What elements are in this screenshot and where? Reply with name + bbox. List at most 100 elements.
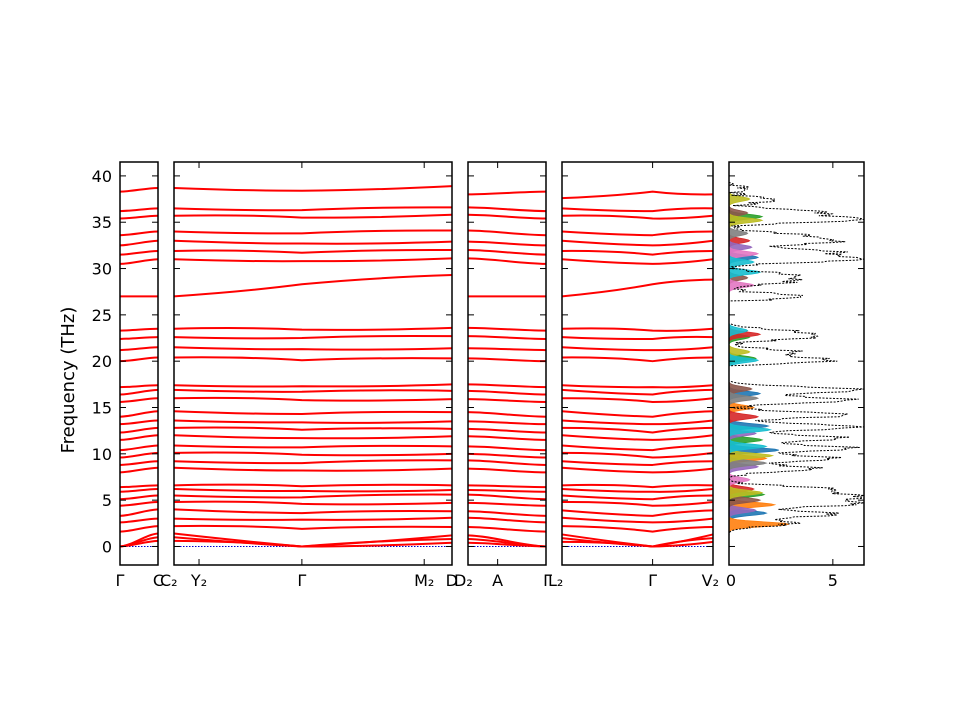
x-tick-label: C [153, 571, 164, 590]
band-line [173, 532, 453, 548]
y-tick-label: 20 [92, 352, 112, 371]
panel-frame [561, 161, 714, 566]
band-line [173, 239, 453, 245]
x-tick-label: Γ [648, 571, 657, 590]
band-line [173, 466, 453, 472]
band-panel-p4: L₂ Γ V₂ [548, 161, 719, 590]
band-line [561, 516, 714, 524]
x-tick-label: Γ [543, 571, 552, 590]
band-line [561, 466, 714, 474]
x-tick-label: M₂ [414, 571, 434, 590]
x-tick-label: Γ [297, 571, 306, 590]
dos-total-line [728, 176, 865, 547]
band-line [467, 398, 547, 403]
band-line [467, 229, 547, 237]
band-line [467, 534, 547, 548]
band-line [119, 336, 159, 340]
band-line [561, 356, 714, 363]
band-line [119, 327, 159, 332]
band-line [467, 488, 547, 493]
band-line [561, 525, 714, 533]
band-line [467, 335, 547, 340]
band-line [173, 434, 453, 440]
y-tick-label: 0 [102, 537, 112, 556]
band-line [467, 435, 547, 441]
band-line [119, 207, 159, 213]
band-line [173, 274, 453, 298]
band-line [467, 411, 547, 418]
band-line [119, 488, 159, 493]
band-line [561, 278, 714, 298]
y-tick-label: 5 [102, 491, 112, 510]
band-line [119, 525, 159, 533]
band-line [119, 410, 159, 418]
band-line [561, 444, 714, 452]
band-line [119, 494, 159, 501]
band-line [467, 383, 547, 389]
y-tick-label: 10 [92, 445, 112, 464]
band-line [561, 207, 714, 213]
band-line [561, 434, 714, 441]
band-line [173, 229, 453, 235]
x-tick-label: Γ [116, 571, 125, 590]
x-tick-label: V₂ [702, 571, 719, 590]
band-line [119, 508, 159, 517]
band-line [561, 451, 714, 459]
band-line [467, 357, 547, 363]
band-line [119, 444, 159, 452]
band-panel-p2: C₂ Y₂ Γ M₂ D [160, 161, 458, 590]
band-line [467, 452, 547, 459]
band-line [173, 326, 453, 331]
band-line [119, 346, 159, 352]
band-line [173, 426, 453, 431]
band-line [467, 459, 547, 466]
band-line [173, 206, 453, 212]
band-line [119, 484, 159, 489]
band-line [467, 240, 547, 247]
band-line [119, 517, 159, 524]
band-line [467, 427, 547, 434]
band-line [561, 410, 714, 418]
band-line [119, 388, 159, 396]
band-line [561, 230, 714, 237]
band-line [119, 501, 159, 507]
x-tick-label: D [446, 571, 458, 590]
band-line [561, 249, 714, 256]
band-line [173, 356, 453, 362]
band-line [173, 388, 453, 393]
band-line [561, 494, 714, 501]
band-line [173, 524, 453, 530]
band-line [561, 346, 714, 352]
panel-frame [467, 161, 547, 566]
band-line [467, 467, 547, 474]
band-line [561, 500, 714, 507]
band-line [467, 501, 547, 507]
band-line [467, 347, 547, 352]
band-line [119, 434, 159, 441]
band-line [561, 335, 714, 341]
band-line [173, 213, 453, 219]
band-line [173, 493, 453, 499]
band-line [119, 230, 159, 237]
band-line [467, 249, 547, 256]
band-line [173, 483, 453, 488]
band-line [467, 326, 547, 332]
band-line [173, 516, 453, 521]
y-tick-label: 15 [92, 399, 112, 418]
band-line [561, 388, 714, 396]
band-line [173, 346, 453, 351]
dos-x-tick-label: 0 [726, 571, 736, 590]
band-line [561, 214, 714, 220]
band-line [119, 239, 159, 247]
panel-frame [119, 161, 159, 566]
band-line [561, 460, 714, 466]
band-line [119, 356, 159, 363]
band-line [119, 397, 159, 403]
band-line [173, 508, 453, 515]
y-tick-label: 35 [92, 213, 112, 232]
band-line [173, 334, 453, 340]
band-line [467, 510, 547, 517]
band-line [173, 451, 453, 457]
